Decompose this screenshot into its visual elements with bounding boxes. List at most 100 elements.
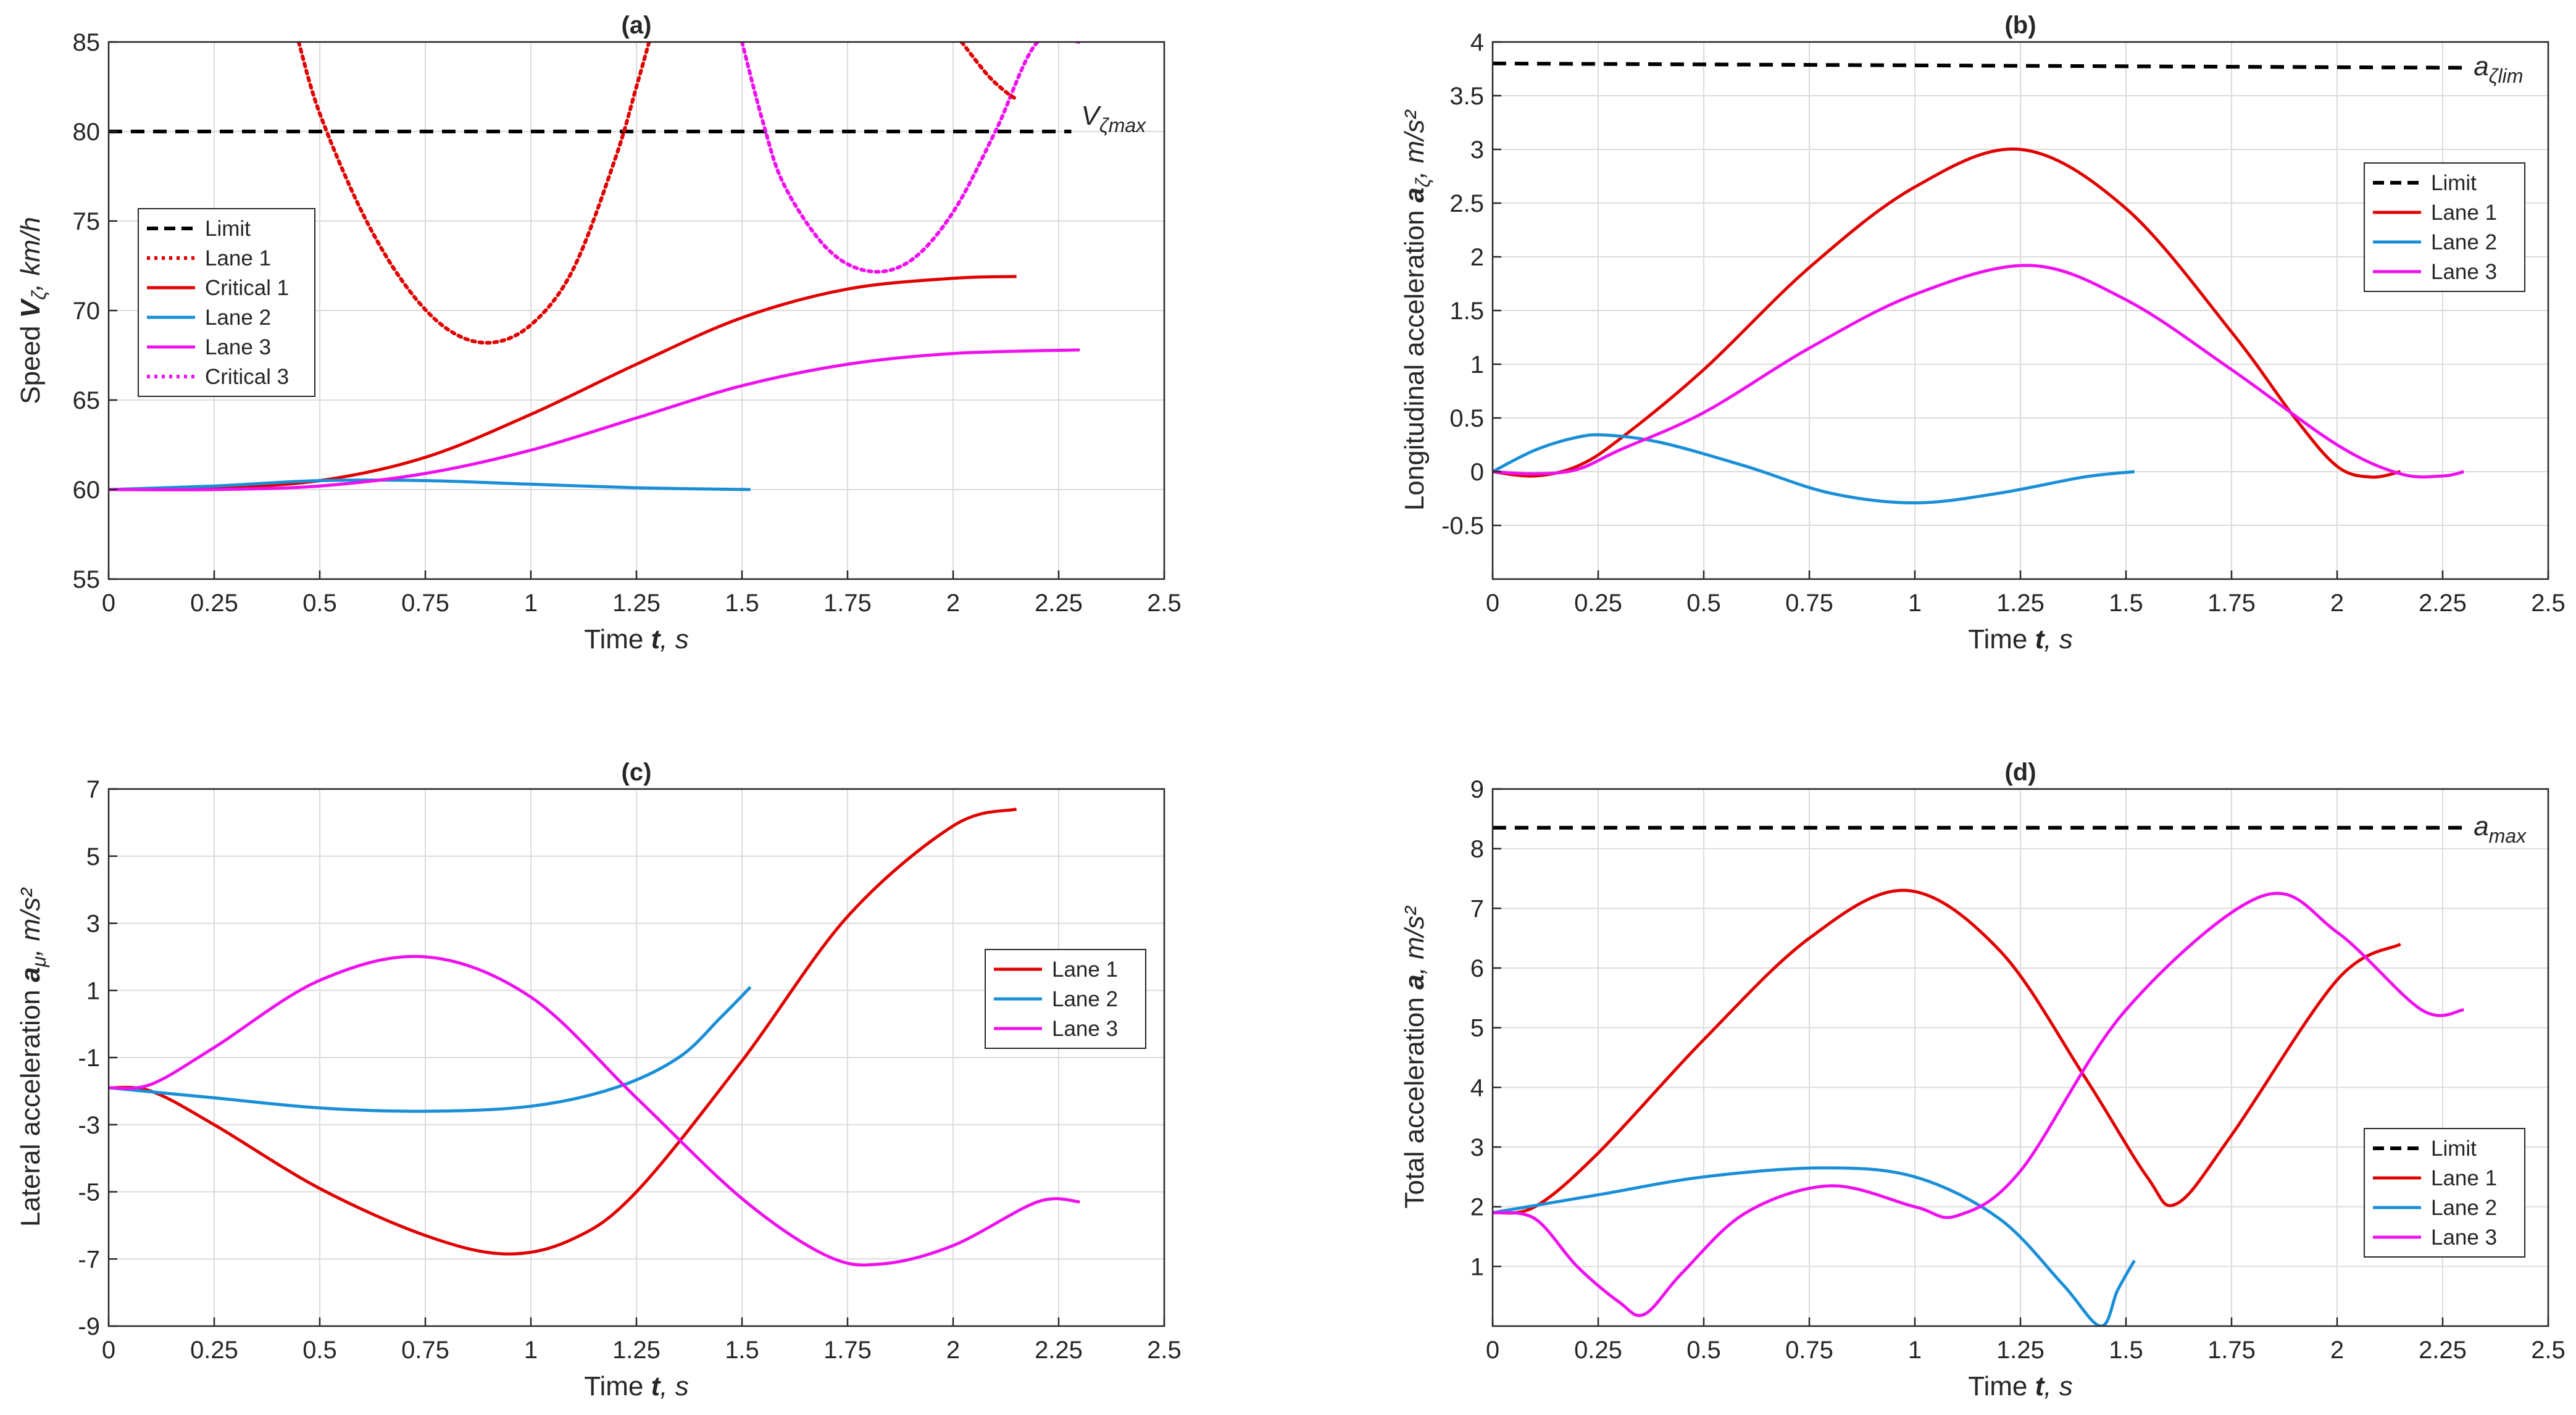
chart-panel-d: 0 0.25 0.5 0.75 1 1.25 1.5 1.75 2 2.25 2.5 1 2 3 4 5 6 7 8… (1399, 759, 2566, 1401)
x-tick-label: 0.5 (302, 1337, 337, 1364)
legend: Limit Lane 1 Lane 2 Lane 3 (2364, 162, 2525, 292)
y-tick-label: 7 (86, 776, 100, 803)
x-tick-label: 1.5 (725, 1337, 759, 1364)
x-tick-label: 0.75 (401, 590, 449, 617)
y-tick-label: 0 (1470, 459, 1484, 486)
x-tick-label: 1.75 (823, 590, 872, 617)
y-tick-label: 2 (1470, 244, 1484, 271)
limit-annotation: Vζmax (1082, 101, 1147, 136)
y-tick-label: -5 (78, 1179, 100, 1206)
x-tick-label: 0.25 (190, 1337, 238, 1364)
legend-label: Limit (2431, 1137, 2477, 1161)
y-tick-label: 85 (73, 29, 101, 56)
legend: Limit Lane 1 Lane 2 Lane 3 (2364, 1128, 2525, 1258)
y-tick-label: 65 (73, 387, 101, 414)
x-tick-label: 2.25 (2419, 590, 2467, 617)
x-tick-label: 0.5 (302, 590, 337, 617)
series-group (1493, 825, 2464, 1326)
y-tick-label: 5 (1470, 1015, 1484, 1042)
x-tick-label: 1 (1908, 590, 1922, 617)
y-tick-label: 0.5 (1449, 405, 1484, 432)
legend-label: Lane 1 (1052, 958, 1118, 982)
x-tick-label: 2.5 (2531, 590, 2566, 617)
series-line-lane-1 (109, 808, 1017, 1256)
y-tick-label: 70 (73, 298, 101, 325)
x-tick-label: 0.75 (401, 1337, 449, 1364)
legend-label: Lane 2 (205, 306, 271, 330)
x-tick-label: 2.5 (2531, 1337, 2566, 1364)
y-tick-label: 1 (1470, 1253, 1484, 1280)
series-line-lane-3 (109, 954, 1080, 1267)
chart-panel-c: 0 0.25 0.5 0.75 1 1.25 1.5 1.75 2 2.25 2.5 -9 -7 -5 -3… (15, 759, 1182, 1401)
legend-box (138, 208, 315, 397)
series-line-lane-3 (109, 348, 1080, 491)
legend-label: Lane 1 (205, 246, 271, 270)
x-tick-label: 2.5 (1147, 590, 1182, 617)
series-group (109, 808, 1080, 1267)
x-tick-label: 0.75 (1785, 1337, 1833, 1364)
y-tick-label: 75 (73, 208, 101, 235)
series-group (1493, 61, 2464, 505)
series-line-extra (959, 42, 1019, 101)
series-line-lane-3 (1493, 264, 2464, 479)
y-tick-label: 2 (1470, 1194, 1484, 1221)
series-line-lane-2 (1493, 1166, 2136, 1326)
x-tick-label: 1.75 (823, 1337, 872, 1364)
legend-label: Lane 2 (2431, 1196, 2497, 1220)
chart-title: (d) (2004, 759, 2036, 786)
y-tick-label: -1 (78, 1045, 100, 1072)
series-line-limit (1493, 61, 2464, 70)
y-axis-label: Speed Vζ, km/h (15, 217, 50, 404)
y-tick-label: 5 (86, 843, 100, 870)
chart-title: (b) (2004, 12, 2036, 39)
x-tick-label: 1 (1908, 1337, 1922, 1364)
chart-panel-b: 0 0.25 0.5 0.75 1 1.25 1.5 1.75 2 2.25 2.5 -0.5 0 0.5… (1399, 12, 2566, 654)
x-tick-label: 2 (946, 590, 960, 617)
y-tick-label: 55 (73, 566, 101, 593)
x-tick-label: 2 (946, 1337, 960, 1364)
x-tick-label: 0.25 (1574, 1337, 1622, 1364)
y-tick-label: 3 (86, 911, 100, 938)
legend-label: Critical 1 (205, 276, 289, 300)
x-tick-label: 1.5 (2109, 590, 2143, 617)
chart-title: (c) (622, 759, 652, 786)
y-tick-label: -9 (78, 1313, 100, 1340)
y-tick-label: 3.5 (1449, 83, 1484, 110)
x-tick-label: 0 (102, 590, 115, 617)
x-tick-label: 1.75 (2207, 1337, 2256, 1364)
series-line-lane-3 (1493, 891, 2464, 1317)
y-axis-label: Longitudinal acceleration aζ, m/s² (1399, 109, 1434, 511)
y-tick-label: 8 (1470, 836, 1484, 863)
legend-label: Lane 3 (2431, 260, 2497, 284)
x-tick-label: 1.25 (612, 1337, 661, 1364)
x-tick-label: 0.5 (1686, 590, 1721, 617)
y-tick-label: -7 (78, 1246, 100, 1273)
y-tick-label: -0.5 (1441, 512, 1484, 540)
x-tick-label: 1.75 (2207, 590, 2256, 617)
legend-label: Lane 3 (1052, 1017, 1118, 1041)
y-tick-label: 60 (73, 477, 101, 504)
y-tick-label: 3 (1470, 1134, 1484, 1161)
x-tick-label: 0.25 (1574, 590, 1622, 617)
x-tick-label: 1.25 (1996, 1337, 2045, 1364)
legend-label: Critical 3 (205, 365, 289, 389)
y-tick-label: 4 (1470, 29, 1484, 56)
legend-label: Lane 2 (2431, 230, 2497, 254)
y-tick-label: 1 (86, 977, 100, 1004)
y-tick-label: 2.5 (1449, 190, 1484, 217)
x-tick-label: 0 (102, 1337, 115, 1364)
x-tick-label: 0 (1486, 590, 1499, 617)
legend-label: Lane 3 (205, 335, 271, 359)
x-tick-label: 0 (1486, 1337, 1499, 1364)
legend-label: Lane 1 (2431, 1166, 2497, 1190)
x-axis-label: Time t, s (584, 624, 688, 654)
x-tick-label: 1.25 (1996, 590, 2045, 617)
x-tick-label: 2.25 (2419, 1337, 2467, 1364)
y-tick-label: 1.5 (1449, 298, 1484, 325)
x-axis-label: Time t, s (1968, 1371, 2072, 1401)
x-tick-label: 2.25 (1035, 1337, 1083, 1364)
x-axis-label: Time t, s (584, 1371, 688, 1401)
y-tick-label: 9 (1470, 776, 1484, 803)
y-tick-label: 6 (1470, 955, 1484, 982)
